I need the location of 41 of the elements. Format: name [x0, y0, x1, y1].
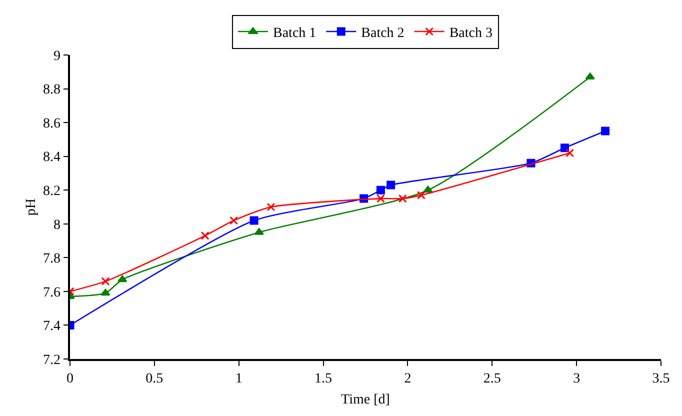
point — [266, 202, 276, 212]
legend-label: Batch 2 — [361, 26, 404, 41]
y-tick-label: 8.6 — [42, 116, 60, 132]
point — [250, 216, 258, 225]
point — [601, 126, 610, 136]
x-tick-label: 1.5 — [314, 372, 332, 387]
point — [416, 190, 426, 200]
y-axis-title: pH — [24, 198, 40, 216]
legend-label: Batch 1 — [273, 26, 316, 41]
legend-label: Batch 3 — [449, 26, 492, 41]
point — [398, 194, 407, 203]
point — [100, 288, 110, 296]
x-tick-label: 2 — [404, 372, 412, 387]
point — [566, 148, 574, 158]
x-axis-title: Time [d] — [341, 392, 390, 408]
point — [560, 144, 569, 152]
x-tick-label: 3.5 — [652, 372, 670, 387]
point — [585, 72, 595, 80]
point — [118, 275, 128, 282]
y-tick-label: 7.2 — [42, 352, 60, 368]
x-tick-label: 2.5 — [483, 372, 501, 387]
y-tick-label: 8 — [53, 218, 60, 233]
y-tick-label: 7.8 — [42, 252, 60, 267]
y-tick-label: 9 — [53, 48, 60, 64]
point — [200, 231, 210, 240]
x-tick-label: 1 — [235, 372, 242, 387]
point — [230, 216, 238, 225]
point — [376, 194, 385, 203]
y-tick-label: 8.4 — [42, 150, 60, 166]
point — [376, 186, 385, 194]
x-tick-label: 0.5 — [146, 372, 164, 387]
point — [101, 277, 110, 286]
y-tick-label: 8.2 — [42, 184, 60, 200]
y-tick-label: 7.6 — [42, 285, 60, 300]
y-tick-label: 7.4 — [42, 319, 60, 334]
x-tick-label: 3 — [573, 372, 580, 387]
point — [423, 186, 433, 193]
point — [386, 180, 396, 190]
point — [254, 228, 264, 235]
y-tick-label: 8.8 — [42, 82, 60, 98]
x-tick-label: 0 — [66, 372, 74, 387]
